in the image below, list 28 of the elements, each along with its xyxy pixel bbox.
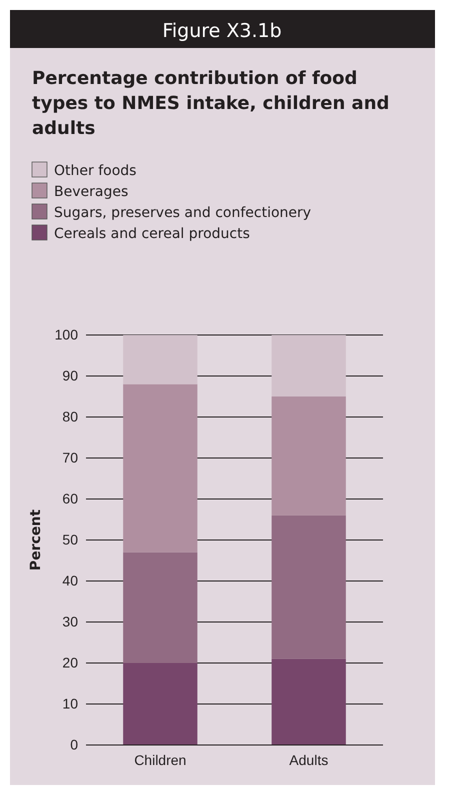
x-tick-label: Children — [134, 752, 186, 768]
y-tick-label: 80 — [62, 408, 78, 424]
bar — [123, 663, 198, 745]
bar — [272, 335, 346, 396]
x-tick-label: Adults — [289, 752, 328, 768]
bar — [123, 552, 198, 663]
bar — [123, 384, 198, 552]
chart-title: Figure X3.1b — [162, 20, 282, 42]
y-tick-label: 90 — [62, 367, 78, 384]
y-tick-label: 30 — [62, 613, 78, 630]
legend-label: Other foods — [54, 163, 136, 179]
legend-label: Sugars, preserves and confectionery — [54, 205, 312, 221]
y-tick-label: 20 — [62, 654, 78, 670]
y-tick-label: 100 — [54, 326, 78, 342]
y-tick-label: 10 — [62, 695, 78, 712]
y-tick-label: 70 — [62, 449, 78, 466]
y-tick-label: 40 — [62, 572, 78, 588]
y-axis-title: Percent — [28, 509, 44, 571]
y-tick-label: 0 — [70, 736, 78, 752]
bar — [272, 396, 346, 516]
bar — [272, 658, 346, 745]
chart-subtitle: Percentage contribution of food types to NMES intake, children and adults — [32, 68, 390, 139]
legend-label: Cereals and cereal products — [54, 226, 250, 242]
bar — [272, 515, 346, 659]
y-tick-label: 50 — [62, 531, 78, 548]
legend-label: Beverages — [54, 184, 128, 200]
y-tick-label: 60 — [62, 490, 78, 506]
bar — [123, 335, 198, 384]
